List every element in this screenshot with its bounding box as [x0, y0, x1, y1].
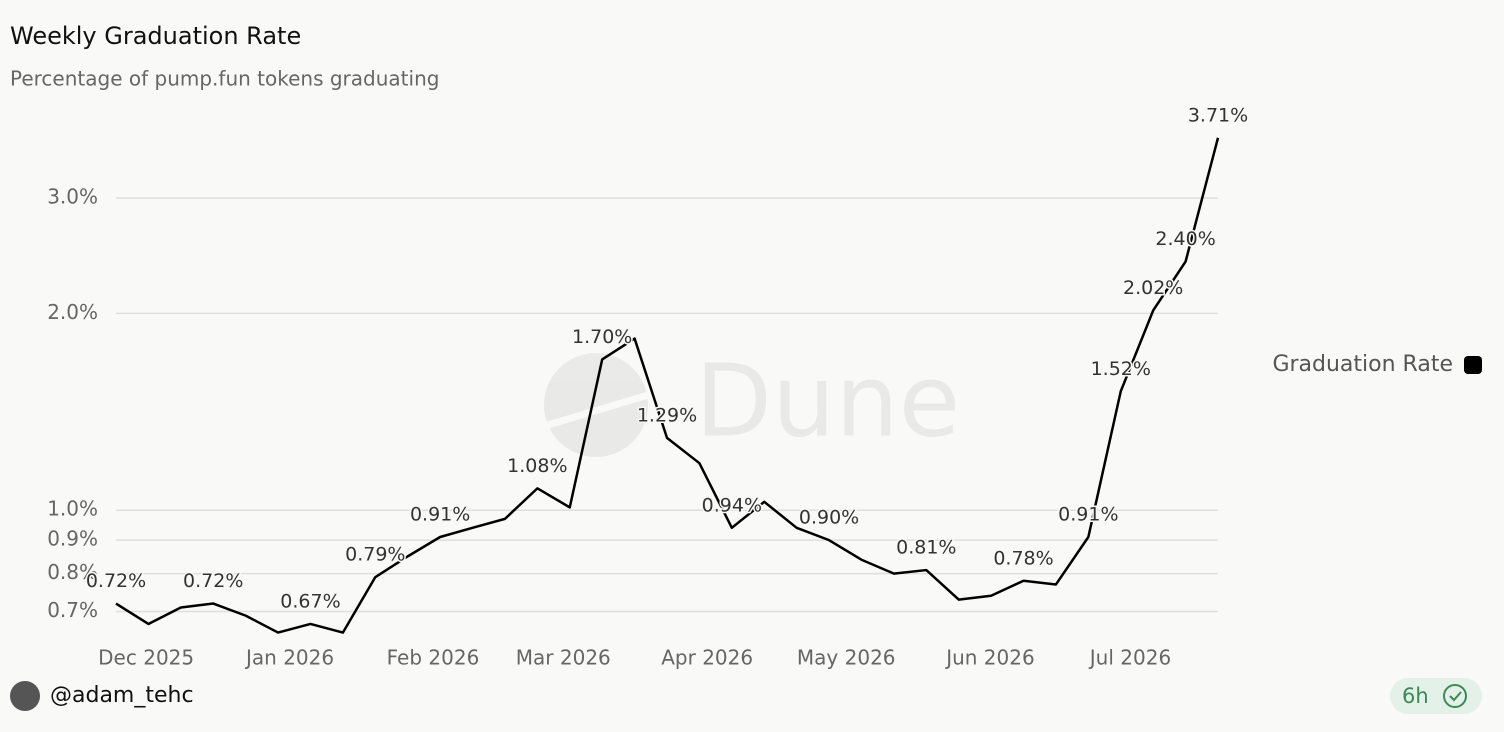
y-tick-label: 0.9%	[47, 527, 98, 551]
data-label: 3.71%	[1188, 104, 1248, 126]
data-label: 1.08%	[507, 455, 567, 477]
x-tick-label: Jun 2026	[944, 646, 1035, 670]
data-label: 0.67%	[280, 590, 340, 612]
data-label: 0.72%	[86, 570, 146, 592]
data-label: 0.78%	[993, 547, 1053, 569]
age-badge	[1390, 678, 1482, 714]
data-label: 0.79%	[345, 544, 405, 566]
data-label: 0.90%	[799, 507, 859, 529]
watermark-text: Dune	[695, 342, 960, 459]
verified-check	[1449, 691, 1462, 702]
avatar[interactable]	[10, 681, 40, 711]
y-tick-label: 0.7%	[47, 598, 98, 622]
x-tick-label: May 2026	[797, 646, 896, 670]
data-label: 0.81%	[896, 537, 956, 559]
y-tick-label: 1.0%	[47, 497, 98, 521]
y-tick-label: 2.0%	[47, 300, 98, 324]
data-label: 0.94%	[702, 494, 762, 516]
data-label: 0.72%	[183, 570, 243, 592]
data-label: 1.70%	[572, 326, 632, 348]
watermark: Dune	[544, 342, 960, 459]
x-tick-label: Feb 2026	[387, 646, 480, 670]
x-tick-label: Jul 2026	[1088, 646, 1171, 670]
y-tick-label: 0.8%	[47, 560, 98, 584]
line	[115, 137, 1220, 634]
data-label: 0.91%	[410, 504, 470, 526]
legend-label: Graduation Rate	[1272, 352, 1453, 377]
x-tick-label: Jan 2026	[244, 646, 334, 670]
data-label: 1.52%	[1091, 358, 1151, 380]
x-tick-label: Mar 2026	[516, 646, 611, 670]
data-label: 0.91%	[1058, 504, 1118, 526]
watermark-logo-stripe	[546, 391, 650, 429]
chart-subtitle: Percentage of pump.fun tokens graduating	[10, 67, 439, 91]
watermark-logo	[544, 353, 648, 457]
legend-swatch	[1464, 356, 1482, 374]
data-label: 2.02%	[1123, 277, 1183, 299]
data-label: 2.40%	[1155, 228, 1215, 250]
x-tick-label: Dec 2025	[98, 646, 194, 670]
x-tick-label: Apr 2026	[661, 646, 753, 670]
data-label: 1.29%	[637, 404, 697, 426]
verified-icon	[1443, 684, 1467, 708]
y-tick-label: 3.0%	[47, 185, 98, 209]
author[interactable]: @adam_tehc	[50, 683, 194, 708]
chart-title: Weekly Graduation Rate	[10, 22, 301, 50]
age: 6h	[1402, 684, 1429, 708]
